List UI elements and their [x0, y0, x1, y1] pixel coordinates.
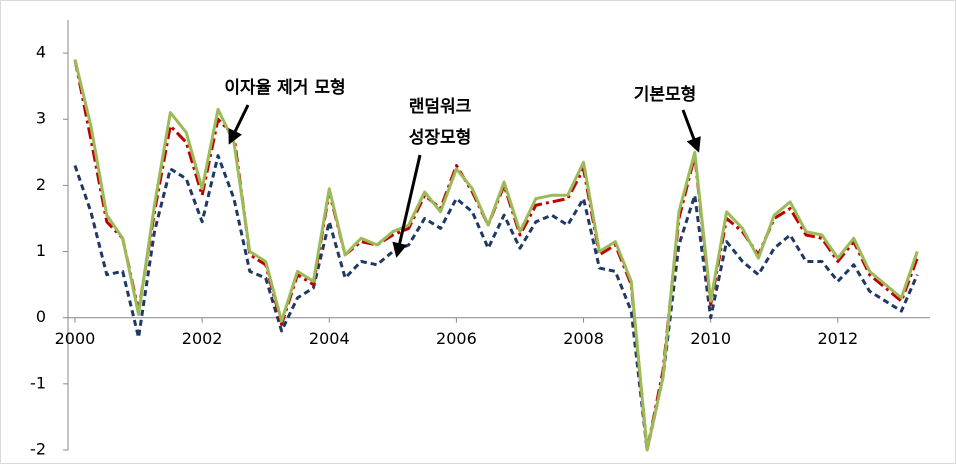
annotation: 이자율 제거 모형 — [224, 77, 345, 98]
y-tick-label: -1 — [30, 373, 46, 392]
y-tick-label: -2 — [30, 440, 46, 459]
y-tick-label: 2 — [36, 175, 46, 194]
line-series — [73, 59, 919, 452]
arrow — [228, 104, 250, 145]
line-series — [73, 154, 919, 452]
annotation: 기본모형 — [634, 84, 697, 105]
x-tick-label: 2008 — [563, 329, 604, 348]
x-tick-label: 2004 — [309, 329, 350, 348]
x-tick-label: 2006 — [436, 329, 477, 348]
y-tick-label: 4 — [36, 43, 46, 62]
x-tick-label: 2000 — [55, 329, 96, 348]
arrow — [681, 109, 701, 153]
annotation: 성장모형 — [409, 127, 472, 148]
arrow — [392, 154, 422, 258]
y-tick-label: 1 — [36, 241, 46, 260]
x-tick-label: 2002 — [182, 329, 223, 348]
x-tick-label: 2012 — [817, 329, 858, 348]
line-series — [73, 59, 919, 452]
annotation: 랜덤워크 — [409, 97, 472, 117]
y-tick-label: 3 — [36, 109, 46, 128]
x-tick-label: 2010 — [690, 329, 731, 348]
y-tick-label: 0 — [36, 307, 46, 326]
